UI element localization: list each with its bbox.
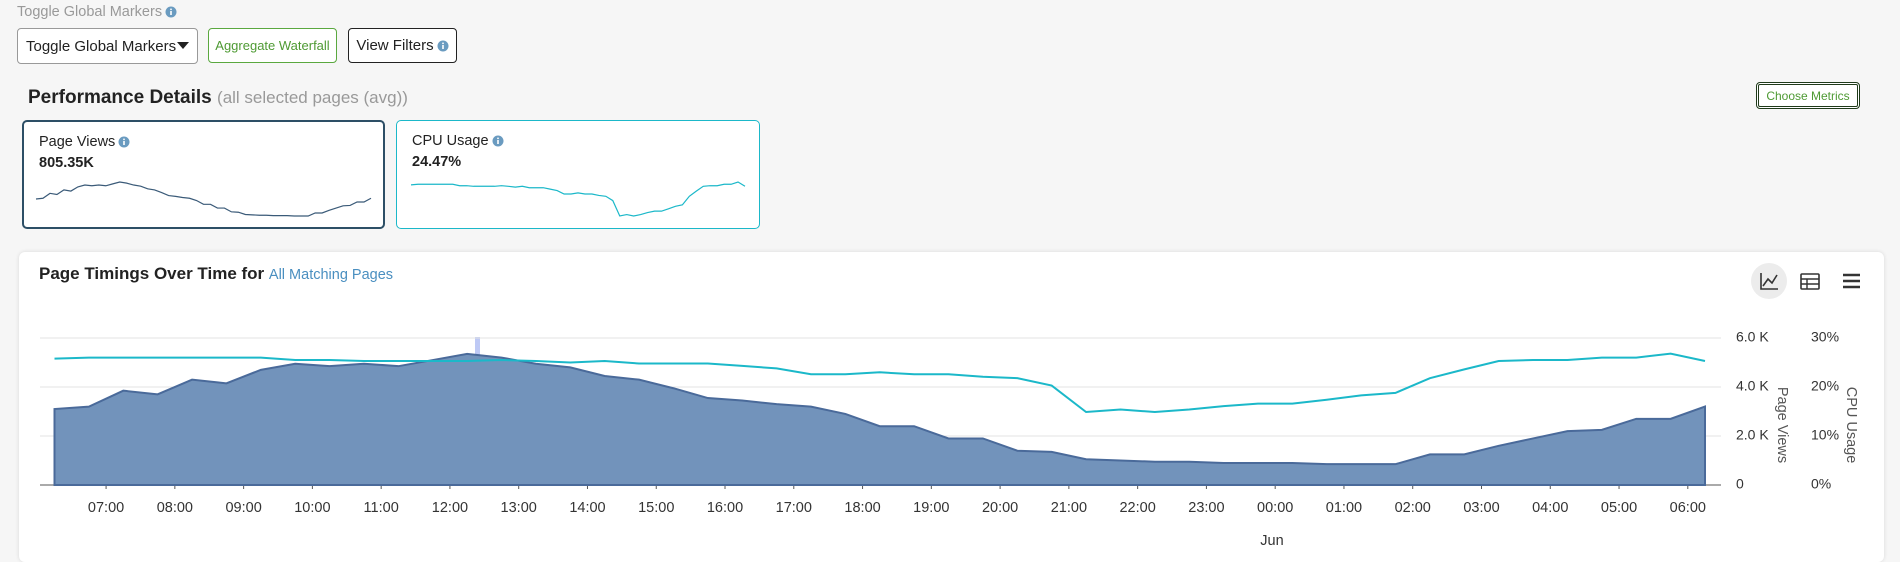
y2-tick-label: 20% [1811, 378, 1839, 394]
x-tick-label: 04:00 [1532, 500, 1568, 516]
label-text: CPU Usage [412, 133, 489, 149]
section-subtitle: (all selected pages (avg)) [217, 88, 408, 107]
metric-card[interactable]: CPU Usage 24.47% [396, 120, 760, 229]
filters-button[interactable]: View Filters [348, 28, 457, 63]
view-icons [1751, 263, 1860, 299]
menu-icon[interactable] [1843, 273, 1860, 289]
x-tick-label: 19:00 [913, 500, 949, 516]
x-tick-label: 22:00 [1119, 500, 1155, 516]
x-tick-label: 15:00 [638, 500, 674, 516]
card-label: Page Views [39, 134, 130, 150]
x-tick-label: 20:00 [982, 500, 1018, 516]
y2-axis-title: CPU Usage [1843, 387, 1859, 464]
info-icon [165, 6, 177, 18]
y-tick-label: 6.0 K [1736, 329, 1769, 345]
x-tick-label: 21:00 [1051, 500, 1087, 516]
y-tick-label: 2.0 K [1736, 427, 1769, 443]
y2-tick-label: 0% [1811, 476, 1831, 492]
x-tick-label: 17:00 [776, 500, 812, 516]
x-tick-label: 02:00 [1395, 500, 1431, 516]
y2-tick-label: 10% [1811, 427, 1839, 443]
x-tick-label: 13:00 [501, 500, 537, 516]
chart: Page Views CPU Usage Jun 0 2.0 K 4.0 K 6.0 … [35, 181, 1860, 546]
info-icon [437, 40, 449, 51]
panel-heading: Page Timings Over Time for All Matching … [39, 264, 393, 284]
markers-select[interactable]: Toggle Global Markers [17, 28, 198, 64]
x-tick-label: 01:00 [1326, 500, 1362, 516]
x-tick-label: 23:00 [1188, 500, 1224, 516]
card-value: 805.35K [39, 155, 94, 171]
choose-metrics-button[interactable]: Choose Metrics [1756, 82, 1860, 109]
y-tick-label: 4.0 K [1736, 378, 1769, 394]
table-view-icon[interactable] [1800, 273, 1820, 290]
area-series [53, 352, 1706, 486]
card-value: 24.47% [412, 154, 462, 170]
label-text: Toggle Global Markers [17, 4, 163, 20]
card-label: CPU Usage [412, 133, 504, 149]
y2-tick-label: 30% [1811, 329, 1839, 345]
x-tick-label: 10:00 [294, 500, 330, 516]
section-title: Performance Details [28, 87, 212, 108]
panel-link[interactable]: All Matching Pages [268, 267, 394, 283]
x-tick-label: 08:00 [157, 500, 193, 516]
info-icon [118, 136, 130, 148]
x-tick-label: 05:00 [1601, 500, 1637, 516]
x-tick-label: 03:00 [1463, 500, 1499, 516]
select-text: Toggle Global Markers [26, 37, 177, 55]
panel-title: Page Timings Over Time for [39, 264, 265, 283]
x-tick-label: 12:00 [432, 500, 468, 516]
button-text: View Filters [356, 37, 434, 54]
line-series [54, 352, 1706, 414]
y-axis-title: Page Views [1774, 387, 1790, 463]
caret [177, 42, 189, 49]
x-tick-label: 16:00 [707, 500, 743, 516]
x-axis-title: Jun [1260, 533, 1283, 546]
x-tick-label: 14:00 [569, 500, 605, 516]
markers-label: Toggle Global Markers [17, 4, 177, 20]
body: Toggle Global Markers Toggle Global Mark… [17, 4, 1860, 546]
aggregate-button[interactable]: Aggregate Waterfall [208, 28, 337, 63]
performance-heading: Performance Details (all selected pages … [28, 87, 408, 109]
chart-panel: Page Timings Over Time for All Matching … [19, 252, 1884, 562]
page: {"controls": {"markers_label": "Toggle G… [17, 4, 1860, 546]
x-tick-label: 11:00 [364, 500, 399, 516]
y-tick-label: 0 [1736, 476, 1744, 492]
metric-card[interactable]: Page Views 805.35K [22, 120, 385, 229]
label-text: Page Views [39, 134, 116, 150]
x-tick-label: 07:00 [88, 500, 124, 516]
x-tick-label: 00:00 [1257, 500, 1293, 516]
x-tick-label: 06:00 [1670, 500, 1706, 516]
sparkline [410, 181, 746, 217]
sparkline [35, 181, 372, 217]
info-icon [492, 135, 504, 147]
x-tick-label: 09:00 [225, 500, 261, 516]
x-tick-label: 18:00 [844, 500, 880, 516]
